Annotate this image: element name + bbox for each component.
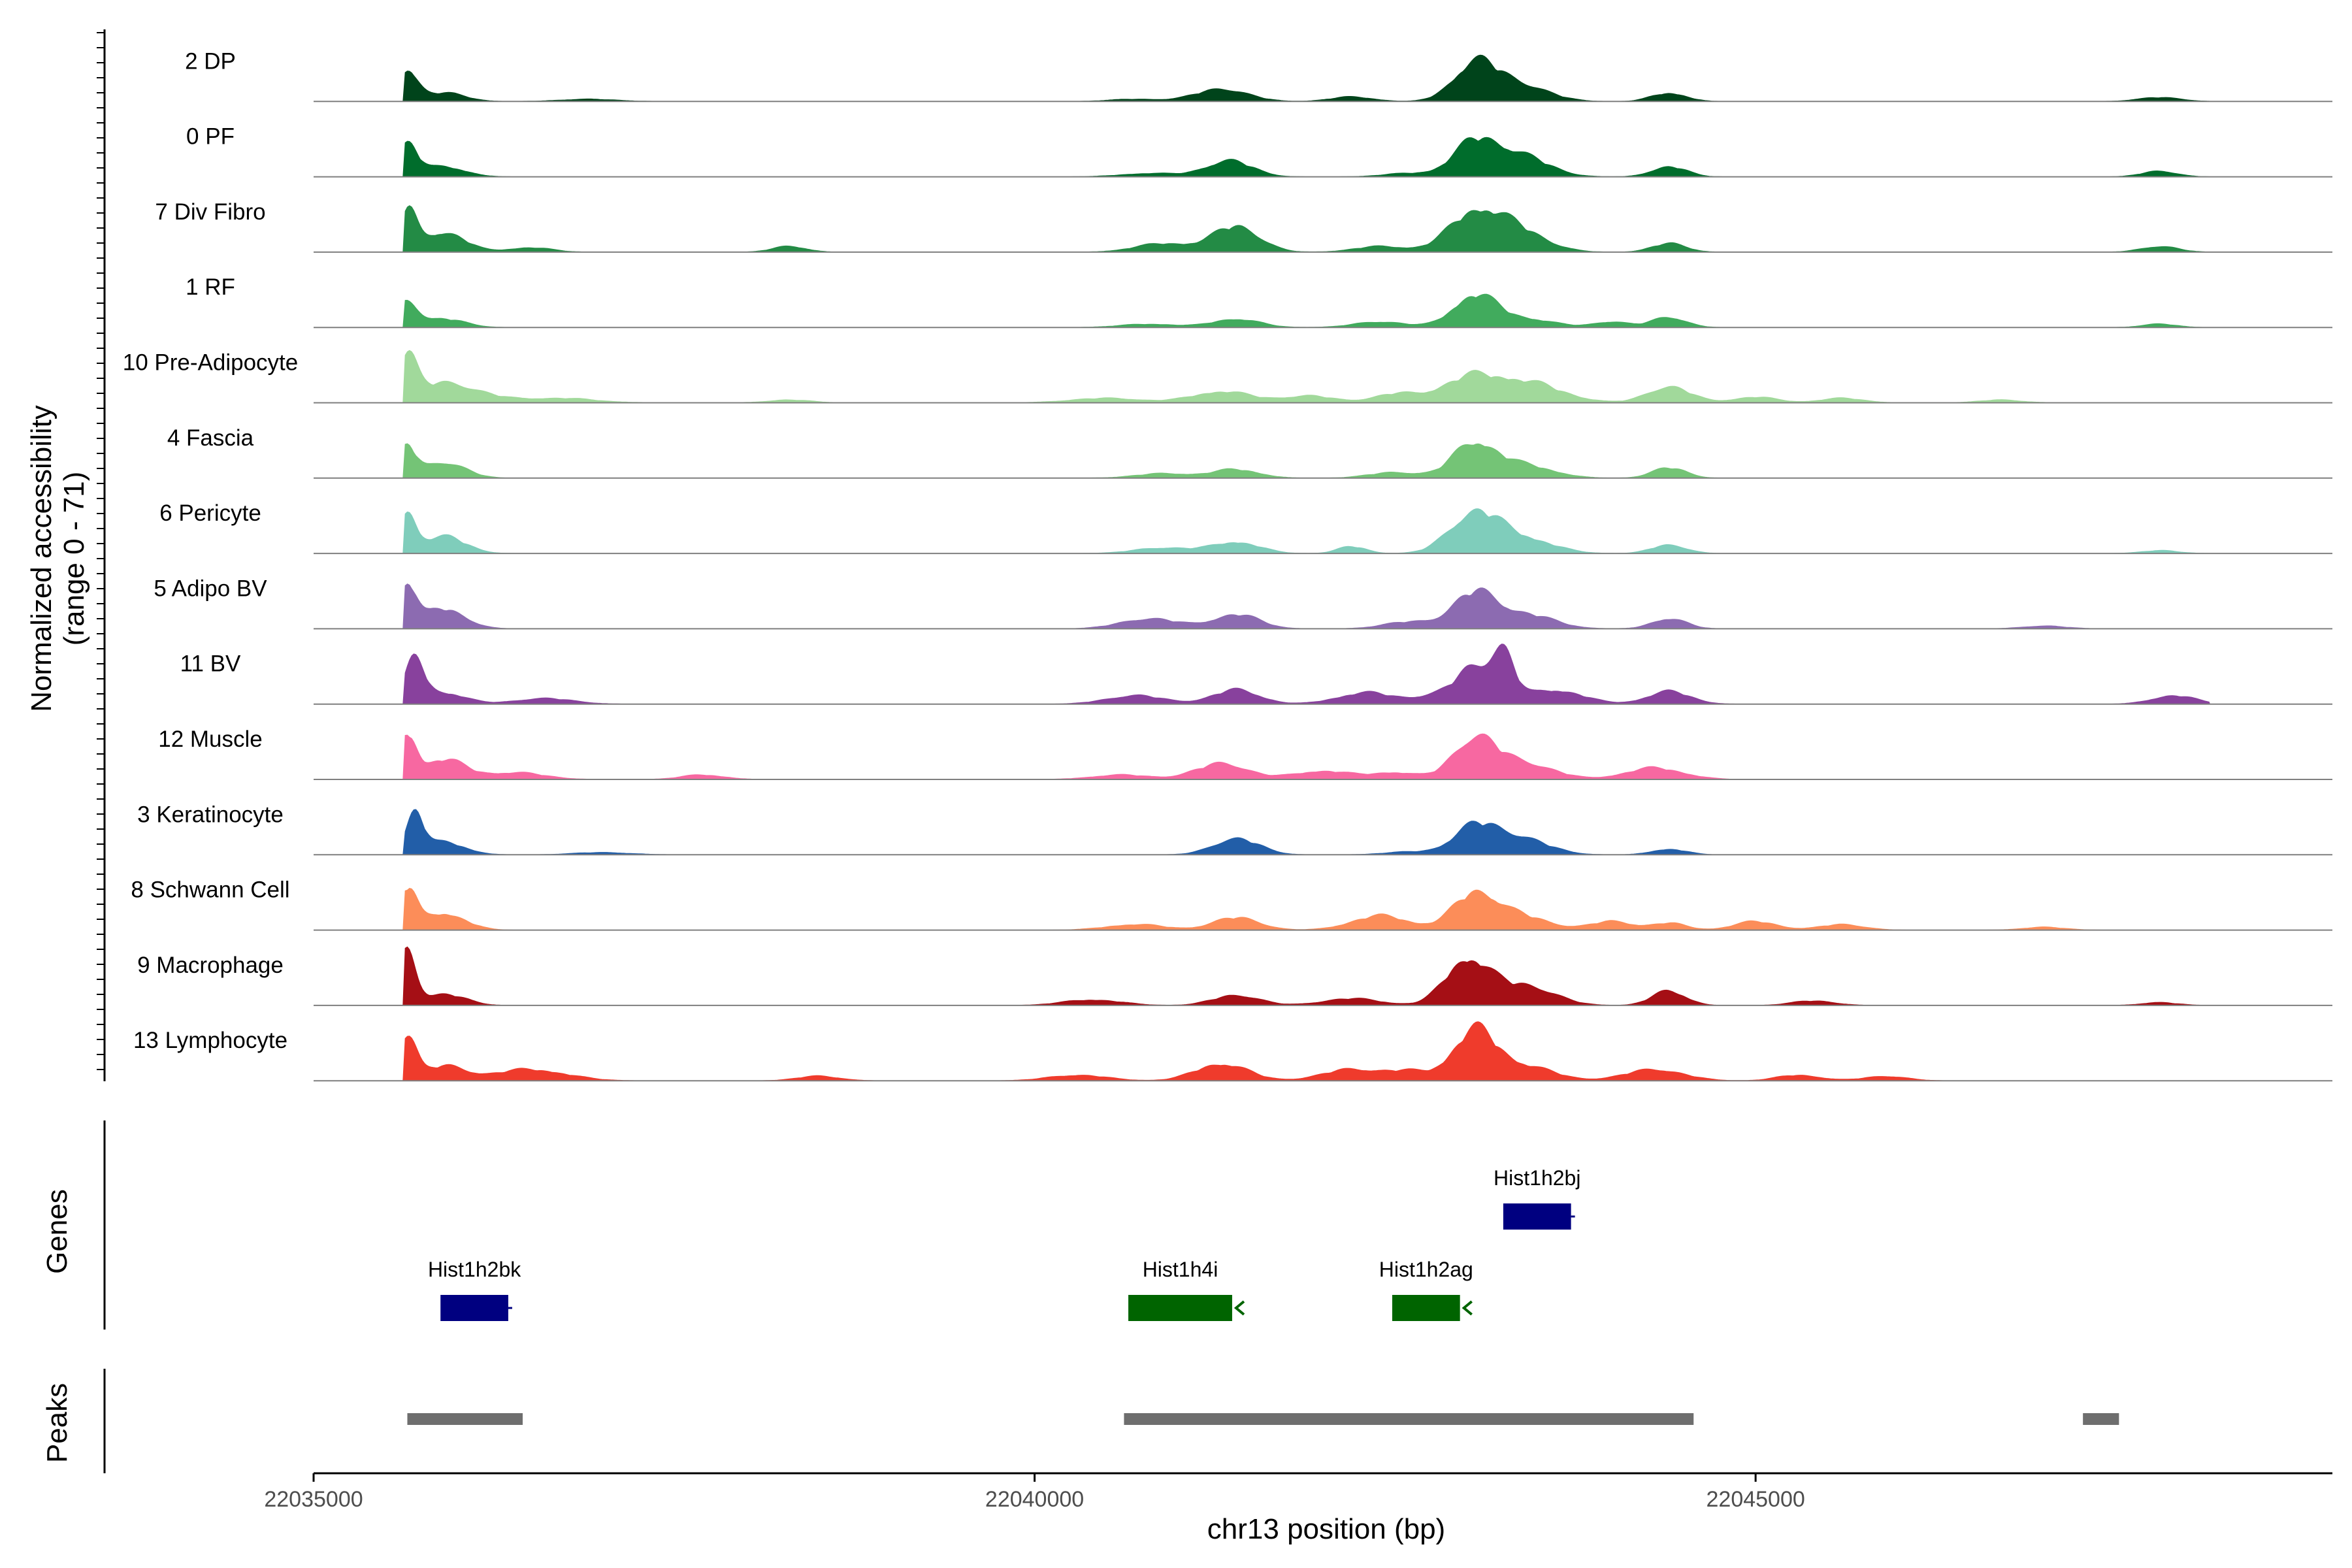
gene-label: Hist1h2ag bbox=[1379, 1258, 1473, 1281]
coverage-area bbox=[402, 205, 2210, 253]
track-12-muscle: 12 Muscle bbox=[158, 727, 2332, 780]
peak-bar bbox=[2083, 1413, 2119, 1425]
track-1-rf: 1 RF bbox=[186, 274, 2332, 329]
track-label: 13 Lymphocyte bbox=[133, 1028, 287, 1053]
gene-body bbox=[1392, 1295, 1460, 1321]
gene-track: Hist1h2bj Hist1h2bk Hist1h4i Hist1h2ag bbox=[428, 1166, 1580, 1321]
coverage-area bbox=[402, 644, 2211, 705]
track-label: 6 Pericyte bbox=[159, 500, 261, 526]
x-axis-title: chr13 position (bp) bbox=[1207, 1513, 1445, 1545]
x-tick-label: 22035000 bbox=[264, 1487, 363, 1512]
gene-body bbox=[1128, 1295, 1232, 1321]
track-2-dp: 2 DP bbox=[185, 48, 2332, 103]
track-label: 8 Schwann Cell bbox=[131, 877, 289, 903]
track-7-div-fibro: 7 Div Fibro bbox=[155, 199, 2332, 253]
gene-label: Hist1h4i bbox=[1143, 1258, 1218, 1281]
gene-hist1h2bk: Hist1h2bk bbox=[428, 1258, 521, 1321]
genes-track-title: Genes bbox=[41, 1189, 73, 1274]
gene-label: Hist1h2bj bbox=[1494, 1166, 1580, 1190]
x-axis: 22035000 22040000 22045000 bbox=[264, 1472, 2332, 1512]
y-axis bbox=[97, 29, 106, 1473]
track-label: 1 RF bbox=[186, 274, 235, 300]
gene-label: Hist1h2bk bbox=[428, 1258, 521, 1281]
track-10-pre-adipocyte: 10 Pre-Adipocyte bbox=[123, 350, 2332, 404]
y-axis-range: (range 0 - 71) bbox=[58, 472, 90, 646]
track-label: 2 DP bbox=[185, 48, 236, 74]
coverage-area bbox=[402, 809, 2210, 855]
y-axis-title: Normalized accessibility bbox=[25, 405, 57, 711]
track-6-pericyte: 6 Pericyte bbox=[159, 500, 2332, 555]
coverage-area bbox=[402, 350, 2210, 403]
track-5-adipo-bv: 5 Adipo BV bbox=[154, 576, 2332, 630]
track-4-fascia: 4 Fascia bbox=[167, 425, 2332, 479]
peak-bar bbox=[407, 1413, 523, 1425]
track-11-bv: 11 BV bbox=[180, 644, 2332, 705]
track-8-schwann-cell: 8 Schwann Cell bbox=[131, 877, 2332, 931]
peaks-track-title: Peaks bbox=[41, 1383, 73, 1463]
track-label: 0 PF bbox=[186, 124, 235, 150]
track-label: 9 Macrophage bbox=[137, 953, 284, 978]
coverage-area bbox=[402, 293, 2210, 328]
peak-track bbox=[407, 1413, 2119, 1425]
track-label: 11 BV bbox=[180, 651, 241, 677]
coverage-area bbox=[402, 137, 2210, 178]
coverage-area bbox=[402, 443, 2210, 479]
track-label: 10 Pre-Adipocyte bbox=[123, 350, 298, 376]
gene-body bbox=[1503, 1203, 1571, 1230]
coverage-area bbox=[402, 54, 2210, 102]
track-label: 3 Keratinocyte bbox=[137, 802, 284, 827]
track-13-lymphocyte: 13 Lymphocyte bbox=[133, 1021, 2332, 1082]
gene-hist1h2bj: Hist1h2bj bbox=[1494, 1166, 1580, 1230]
track-3-keratinocyte: 3 Keratinocyte bbox=[137, 802, 2332, 856]
track-label: 7 Div Fibro bbox=[155, 199, 265, 225]
strand-arrow-icon bbox=[1462, 1300, 1473, 1316]
gene-body bbox=[440, 1295, 508, 1321]
x-tick-label: 22045000 bbox=[1707, 1487, 1805, 1512]
coverage-area bbox=[402, 946, 2210, 1006]
coverage-area bbox=[402, 733, 2210, 780]
gene-hist1h2ag: Hist1h2ag bbox=[1379, 1258, 1473, 1321]
track-9-macrophage: 9 Macrophage bbox=[137, 946, 2332, 1006]
coverage-area bbox=[402, 508, 2210, 554]
coverage-area bbox=[402, 1021, 2210, 1081]
strand-arrow-icon bbox=[1233, 1300, 1245, 1316]
track-label: 12 Muscle bbox=[158, 727, 263, 752]
track-0-pf: 0 PF bbox=[186, 124, 2332, 178]
coverage-area bbox=[402, 888, 2210, 931]
coverage-tracks: 2 DP 0 PF 7 Div Fibro 1 RF 10 Pre-Adipocyte 4… bbox=[123, 48, 2332, 1082]
gene-hist1h4i: Hist1h4i bbox=[1128, 1258, 1245, 1321]
x-tick-label: 22040000 bbox=[985, 1487, 1084, 1512]
track-label: 4 Fascia bbox=[167, 425, 254, 451]
peak-bar bbox=[1124, 1413, 1694, 1425]
coverage-area bbox=[402, 583, 2210, 629]
track-label: 5 Adipo BV bbox=[154, 576, 267, 601]
